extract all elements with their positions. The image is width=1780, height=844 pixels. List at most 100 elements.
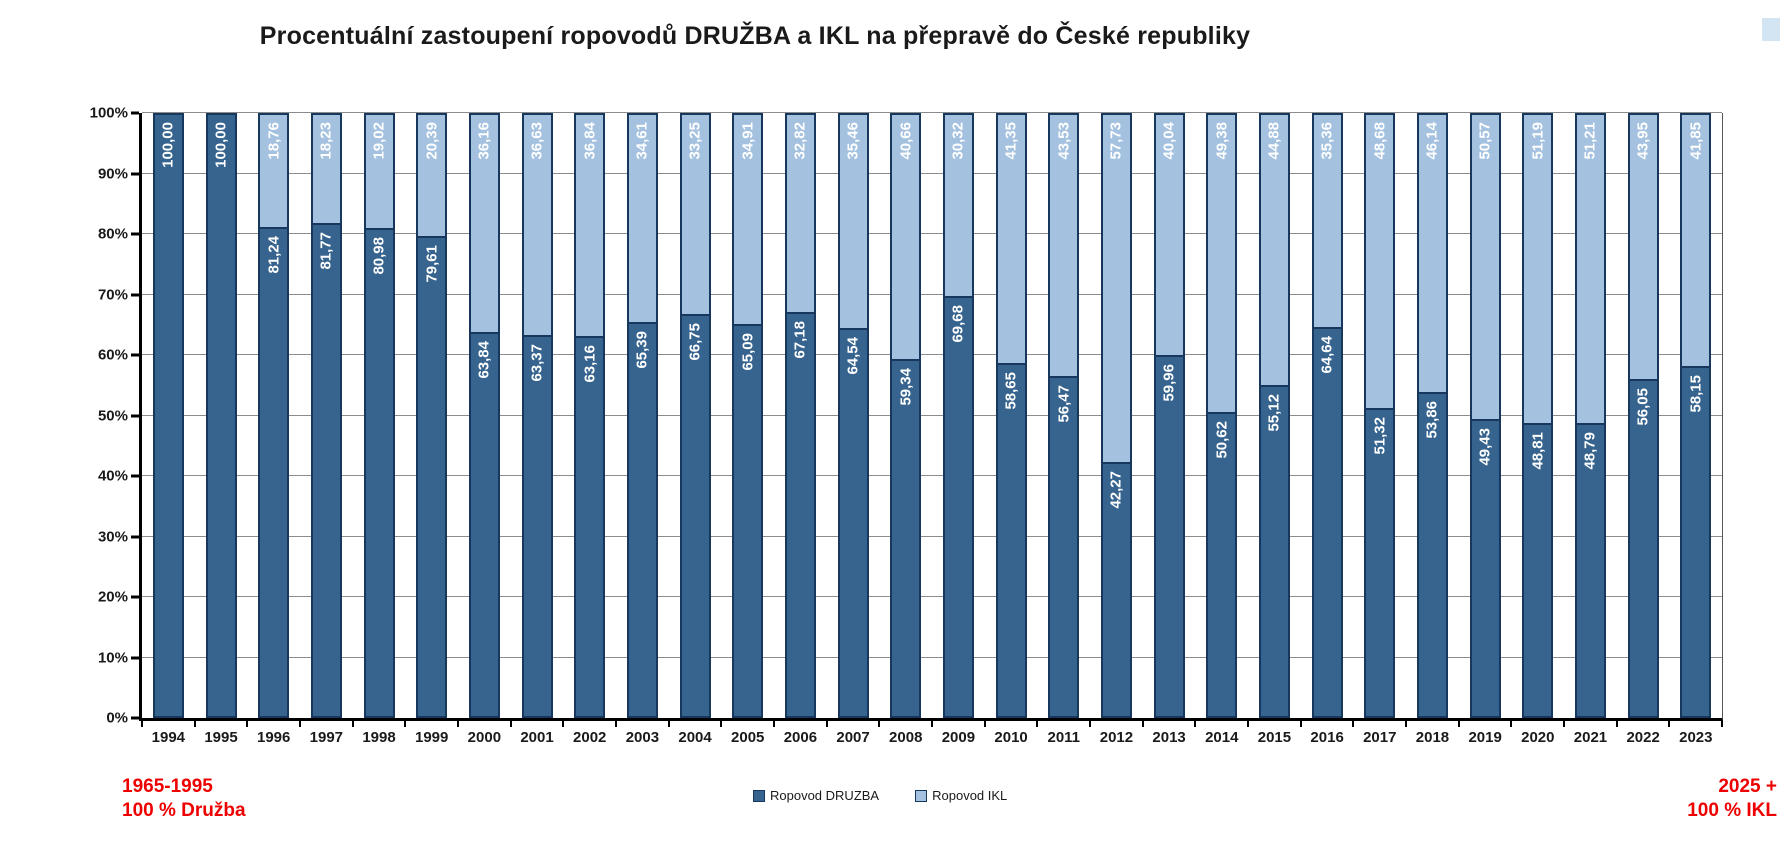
value-label: 34,91: [739, 122, 757, 160]
x-axis-label: 1998: [362, 729, 396, 746]
bar-group: 51,21 48,79: [1564, 113, 1617, 718]
x-axis-tick: [457, 721, 459, 727]
druzba-segment: 58,65: [995, 363, 1027, 718]
x-axis-label: 2013: [1152, 729, 1186, 746]
druzba-segment: 64,54: [837, 327, 869, 718]
y-axis-tick: [131, 353, 139, 357]
value-label: 59,34: [897, 368, 915, 406]
value-label: 41,35: [1002, 122, 1020, 160]
value-label: 79,61: [423, 245, 441, 283]
y-axis-tick: [131, 232, 139, 236]
druzba-segment: 56,05: [1627, 378, 1659, 718]
y-axis-tick: [131, 474, 139, 478]
y-axis-tick: [131, 111, 139, 115]
x-axis-tick: [720, 721, 723, 727]
value-label: 32,82: [791, 122, 809, 160]
y-axis-label: 90%: [97, 165, 128, 182]
value-label: 69,68: [949, 305, 967, 343]
ikl-segment: 36,63: [521, 113, 553, 335]
x-axis-label: 2020: [1521, 729, 1555, 746]
value-label: 65,09: [739, 333, 757, 371]
druzba-segment: 59,34: [890, 359, 922, 718]
bar-group: 43,53 56,47: [1037, 113, 1090, 718]
value-label: 64,54: [844, 336, 862, 375]
value-label: 58,65: [1002, 372, 1020, 410]
value-label: 64,64: [1318, 335, 1336, 374]
x-axis-label: 2000: [467, 729, 502, 746]
druzba-segment: 63,84: [468, 331, 500, 718]
x-axis-tick: [351, 721, 354, 727]
x-axis-label: 2015: [1257, 729, 1292, 746]
x-axis-label: 2009: [941, 729, 976, 746]
plot-area: 0% 10% 20% 30% 40% 50% 60% 70% 80% 90% 100% 100,00…: [90, 105, 1723, 746]
x-axis-tick: [1563, 721, 1565, 727]
x-axis-ticks: [141, 721, 1723, 727]
value-label: 48,68: [1371, 122, 1389, 160]
druzba-segment: 65,39: [626, 322, 658, 718]
x-axis-label: 1999: [415, 729, 449, 746]
druzba-segment: 50,62: [1206, 411, 1238, 718]
x-axis-tick: [1405, 721, 1407, 727]
druzba-segment: 49,43: [1469, 418, 1501, 718]
druzba-segment: 53,86: [1416, 392, 1448, 718]
x-axis-tick: [1457, 721, 1460, 727]
ikl-segment: 18,76: [258, 113, 290, 227]
value-label: 80,98: [370, 237, 388, 275]
gridline: [142, 233, 1722, 234]
value-label: 34,61: [633, 122, 651, 160]
y-axis-label: 0%: [106, 709, 128, 727]
ikl-segment: 41,85: [1680, 113, 1712, 367]
ikl-segment: 20,39: [416, 113, 448, 237]
value-label: 30,32: [949, 122, 967, 160]
value-label: 65,39: [633, 331, 651, 369]
druzba-segment: 100,00: [152, 113, 184, 718]
y-axis-label: 70%: [97, 286, 128, 303]
x-axis-label: 2014: [1205, 729, 1239, 746]
y-axis-label: 80%: [97, 225, 128, 243]
druzba-segment: 63,37: [521, 334, 553, 718]
legend-label: Ropovod IKL: [932, 788, 1008, 803]
bar-group: 51,19 48,81: [1511, 113, 1564, 718]
druzba-segment: 48,79: [1574, 422, 1606, 718]
value-label: 63,84: [475, 340, 493, 379]
value-label: 81,24: [265, 235, 283, 274]
druzba-segment: 51,32: [1364, 407, 1396, 718]
value-label: 41,85: [1687, 122, 1705, 160]
value-label: 63,37: [528, 343, 546, 382]
value-label: 44,88: [1265, 122, 1283, 160]
bar-group: 19,02 80,98: [353, 113, 406, 718]
legend-item: Ropovod IKL: [915, 788, 1007, 803]
value-label: 43,95: [1634, 122, 1652, 160]
x-axis-tick: [1510, 721, 1513, 727]
annotation-ikl-era: 2025 + 100 % IKL: [1687, 775, 1777, 823]
bar-group: 44,88 55,12: [1248, 113, 1301, 718]
x-axis-tick: [246, 721, 249, 727]
x-axis-tick: [299, 721, 301, 727]
ikl-segment: 32,82: [784, 113, 816, 312]
value-label: 56,47: [1055, 385, 1073, 423]
bar-group: 36,84 63,16: [563, 113, 616, 718]
x-axis-label: 2023: [1679, 729, 1713, 746]
x-axis-tick: [1668, 721, 1671, 727]
druzba-segment: 65,09: [732, 324, 764, 718]
x-axis-tick: [615, 721, 617, 727]
ikl-segment: 48,68: [1364, 113, 1396, 408]
ikl-segment: 36,16: [468, 113, 500, 332]
value-label: 56,05: [1634, 387, 1652, 426]
ikl-segment: 18,23: [310, 113, 342, 224]
x-axis-tick: [1194, 721, 1197, 727]
x-axis-tick: [1141, 721, 1144, 727]
gridline: [142, 293, 1722, 295]
y-axis-tick: [131, 293, 139, 296]
bar-group: 30,32 69,68: [932, 113, 985, 718]
gridline: [142, 172, 1722, 174]
ikl-segment: 57,73: [1100, 113, 1132, 463]
ikl-segment: 43,95: [1627, 113, 1659, 379]
druzba-segment: 67,18: [784, 311, 816, 718]
value-label: 40,66: [897, 122, 915, 160]
x-axis-label: 2012: [1099, 729, 1134, 746]
value-label: 36,63: [528, 122, 546, 160]
y-axis-tick: [131, 535, 139, 538]
value-label: 18,23: [317, 122, 335, 160]
ikl-segment: 34,61: [626, 113, 658, 323]
